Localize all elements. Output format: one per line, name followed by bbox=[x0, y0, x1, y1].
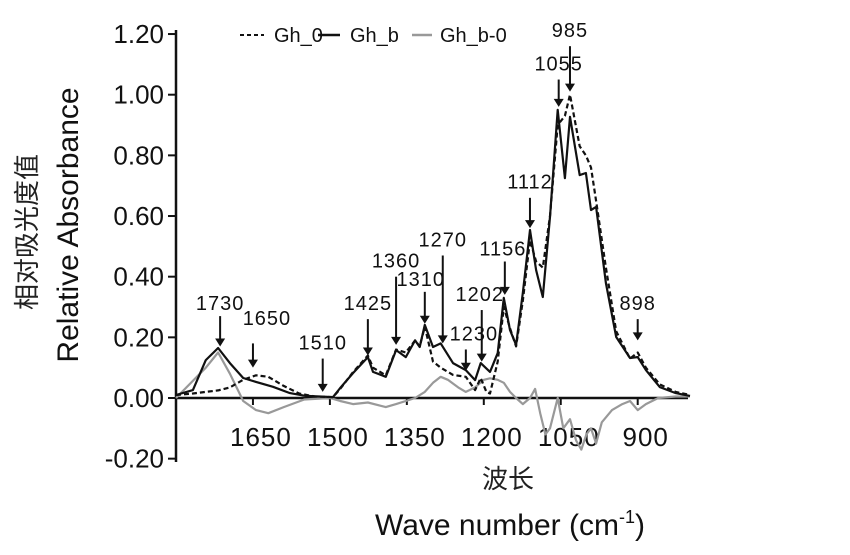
annotation-label: 1156 bbox=[479, 238, 526, 260]
annotation-label: 1360 bbox=[372, 251, 421, 273]
x-axis-title-close: ) bbox=[635, 509, 645, 542]
arrow-head-icon bbox=[437, 335, 448, 344]
annotation-label: 1230 bbox=[450, 323, 499, 345]
y-tick-label: -0.20 bbox=[105, 444, 164, 474]
arrow-head-icon bbox=[460, 362, 471, 371]
annotation-label: 1270 bbox=[419, 229, 468, 251]
arrow-head-icon bbox=[215, 338, 226, 347]
arrow-head-icon bbox=[524, 220, 535, 229]
x-axis-ticks: 1650 1500 1350 1200 1050 900 bbox=[230, 398, 669, 452]
series-group bbox=[175, 93, 691, 451]
arrow-head-icon bbox=[247, 359, 258, 368]
x-axis-title-cn: 波长 bbox=[482, 465, 534, 495]
arrow-head-icon bbox=[476, 353, 487, 362]
y-axis-title: Relative Absorbance bbox=[52, 87, 85, 362]
y-axis-ticks: -0.20 0.00 0.20 0.40 0.60 0.80 1.00 1.20 bbox=[105, 19, 176, 474]
series-line-gh-0 bbox=[175, 93, 691, 399]
y-tick-label: 0.60 bbox=[113, 201, 164, 231]
legend-label-gh0: Gh_0 bbox=[274, 25, 323, 47]
annotation-label: 1310 bbox=[397, 269, 446, 291]
legend: Gh_0 Gh_b Gh_b-0 bbox=[240, 25, 507, 47]
y-axis-title-cn: 相对吸光度值 bbox=[13, 154, 43, 310]
annotation-label: 1730 bbox=[196, 293, 245, 315]
x-tick-label: 1200 bbox=[461, 422, 523, 452]
arrow-head-icon bbox=[564, 83, 575, 92]
y-tick-label: 1.00 bbox=[113, 80, 164, 110]
series-line-gh-b-0 bbox=[175, 351, 690, 451]
x-tick-label: 900 bbox=[623, 422, 669, 452]
y-tick-label: 0.20 bbox=[113, 322, 164, 352]
x-tick-label: 1500 bbox=[307, 422, 369, 452]
x-tick-label: 1350 bbox=[384, 422, 446, 452]
annotation-label: 898 bbox=[620, 293, 656, 315]
y-tick-label: 0.40 bbox=[113, 262, 164, 292]
x-axis-title-main: Wave number (cm bbox=[375, 509, 619, 542]
annotation-label: 1202 bbox=[455, 284, 504, 306]
arrow-head-icon bbox=[419, 315, 430, 324]
annotation-label: 985 bbox=[552, 20, 588, 42]
legend-label-ghb0: Gh_b-0 bbox=[440, 25, 507, 47]
annotation-label: 1650 bbox=[243, 308, 292, 330]
arrow-head-icon bbox=[632, 332, 643, 341]
annotation-label: 1112 bbox=[507, 172, 553, 194]
arrow-head-icon bbox=[499, 286, 510, 295]
series-line-gh-b bbox=[175, 108, 691, 399]
y-tick-label: 0.00 bbox=[113, 383, 164, 413]
x-axis-title-sup: -1 bbox=[619, 507, 635, 527]
x-tick-label: 1050 bbox=[538, 422, 600, 452]
x-tick-label: 1650 bbox=[230, 422, 292, 452]
annotation-label: 1055 bbox=[534, 53, 583, 75]
arrow-head-icon bbox=[317, 383, 328, 392]
y-tick-label: 0.80 bbox=[113, 140, 164, 170]
arrow-head-icon bbox=[553, 98, 564, 107]
arrow-head-icon bbox=[391, 336, 402, 345]
x-axis-title: Wave number (cm-1) bbox=[375, 507, 645, 542]
annotation-label: 1425 bbox=[344, 293, 393, 315]
arrow-head-icon bbox=[362, 347, 373, 356]
y-tick-label: 1.20 bbox=[113, 19, 164, 49]
annotation-label: 1510 bbox=[298, 332, 347, 354]
legend-label-ghb: Gh_b bbox=[350, 25, 399, 47]
